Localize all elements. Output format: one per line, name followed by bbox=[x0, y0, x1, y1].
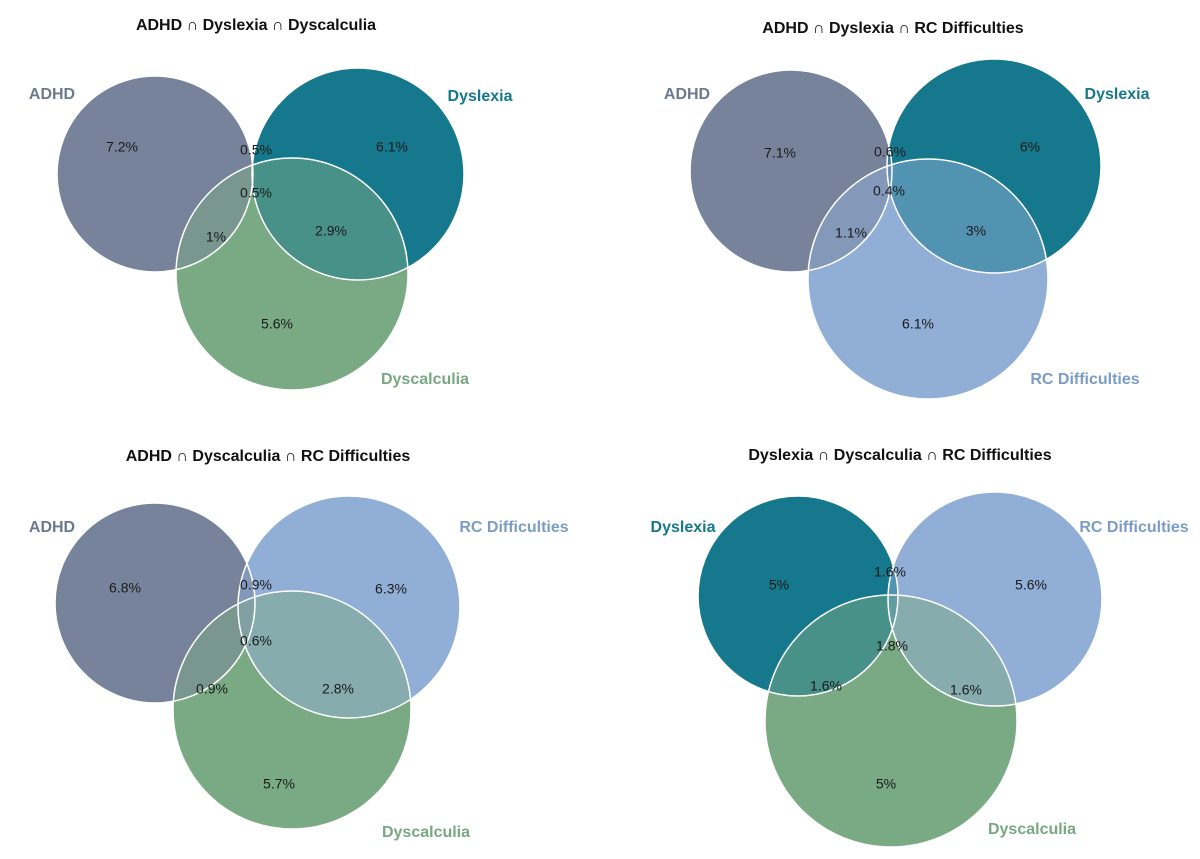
region-value-a: 5% bbox=[769, 577, 789, 593]
region-value-ac: 1.1% bbox=[835, 225, 867, 241]
region-value-abc: 0.5% bbox=[240, 185, 272, 201]
set-label-dyslexia: Dyslexia bbox=[1085, 86, 1150, 103]
region-value-c: 5.7% bbox=[263, 776, 295, 792]
region-value-a: 7.2% bbox=[106, 139, 138, 155]
region-value-c: 5% bbox=[876, 776, 896, 792]
set-label-adhd: ADHD bbox=[664, 86, 710, 103]
region-value-a: 6.8% bbox=[109, 580, 141, 596]
region-value-ab: 0.6% bbox=[874, 144, 906, 160]
set-label-rc-difficulties: RC Difficulties bbox=[1079, 519, 1188, 536]
region-value-bc: 3% bbox=[966, 223, 986, 239]
set-label-adhd: ADHD bbox=[29, 519, 75, 536]
set-label-dyslexia: Dyslexia bbox=[448, 88, 513, 105]
region-value-abc: 0.4% bbox=[873, 183, 905, 199]
overlap-adhd-dyscalculia bbox=[173, 591, 255, 703]
chart-title: ADHD ∩ Dyslexia ∩ Dyscalculia bbox=[136, 17, 376, 34]
region-value-bc: 2.8% bbox=[322, 681, 354, 697]
venn-panel-3: ADHD ∩ Dyscalculia ∩ RC Difficulties ADHD… bbox=[29, 448, 569, 841]
venn-panel-4: Dyslexia ∩ Dyscalculia ∩ RC Difficulties… bbox=[651, 447, 1189, 848]
overlap-dyslexia-rc-difficulties bbox=[887, 159, 1048, 273]
region-value-b: 6.1% bbox=[376, 139, 408, 155]
region-value-b: 5.6% bbox=[1015, 577, 1047, 593]
set-label-rc-difficulties: RC Difficulties bbox=[459, 519, 568, 536]
set-label-dyscalculia: Dyscalculia bbox=[988, 821, 1076, 838]
overlap-adhd-rc-difficulties bbox=[808, 159, 892, 272]
region-value-ac: 0.9% bbox=[196, 681, 228, 697]
set-label-dyscalculia: Dyscalculia bbox=[382, 824, 470, 841]
chart-title: ADHD ∩ Dyslexia ∩ RC Difficulties bbox=[762, 20, 1023, 37]
set-label-rc-difficulties: RC Difficulties bbox=[1030, 371, 1139, 388]
venn-panel-1: ADHD ∩ Dyslexia ∩ Dyscalculia ADHD Dyslexi… bbox=[29, 17, 513, 391]
chart-title: ADHD ∩ Dyscalculia ∩ RC Difficulties bbox=[126, 448, 411, 465]
region-value-ac: 1% bbox=[206, 229, 226, 245]
region-value-ab: 0.5% bbox=[240, 142, 272, 158]
region-value-abc: 1.8% bbox=[876, 638, 908, 654]
venn-panel-2: ADHD ∩ Dyslexia ∩ RC Difficulties ADHD Dys… bbox=[664, 20, 1150, 400]
region-value-b: 6.3% bbox=[375, 581, 407, 597]
overlap-adhd-dyscalculia bbox=[176, 158, 253, 272]
region-value-bc: 2.9% bbox=[315, 223, 347, 239]
overlap-rc-difficulties-dyscalculia bbox=[888, 595, 1017, 706]
region-value-b: 6% bbox=[1020, 139, 1040, 155]
region-value-bc: 1.6% bbox=[950, 682, 982, 698]
set-label-adhd: ADHD bbox=[29, 86, 75, 103]
region-value-ab: 0.9% bbox=[240, 577, 272, 593]
region-value-c: 5.6% bbox=[261, 316, 293, 332]
set-label-dyslexia: Dyslexia bbox=[651, 519, 716, 536]
region-value-ac: 1.6% bbox=[810, 678, 842, 694]
region-value-abc: 0.6% bbox=[240, 633, 272, 649]
region-value-ab: 1.6% bbox=[874, 564, 906, 580]
region-value-a: 7.1% bbox=[764, 145, 796, 161]
overlap-dyslexia-dyscalculia bbox=[765, 595, 898, 696]
region-value-c: 6.1% bbox=[902, 316, 934, 332]
chart-title: Dyslexia ∩ Dyscalculia ∩ RC Difficulties bbox=[748, 447, 1051, 464]
set-label-dyscalculia: Dyscalculia bbox=[381, 371, 469, 388]
